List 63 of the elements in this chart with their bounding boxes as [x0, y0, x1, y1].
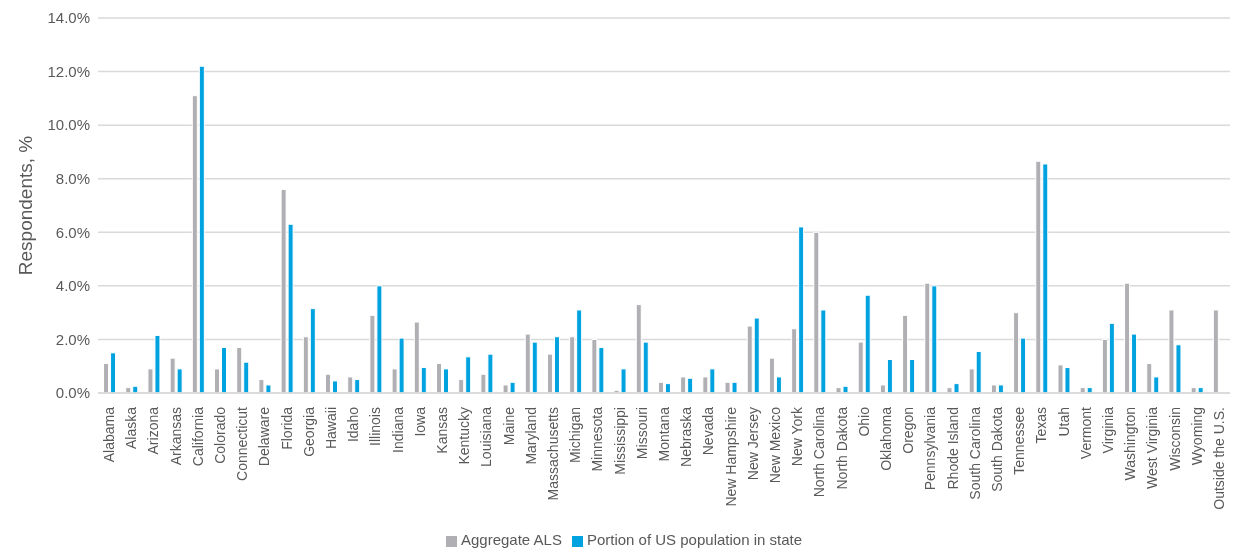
- legend-label: Portion of US population in state: [586, 531, 803, 548]
- x-tick-label: Idaho: [345, 406, 362, 443]
- x-tick-label: Rhode Island: [944, 407, 961, 490]
- x-tick-label: Tennessee: [1011, 406, 1028, 475]
- y-tick-label: 0.0%: [55, 384, 90, 402]
- y-tick-label: 10.0%: [47, 116, 90, 134]
- x-tick-label: Minnesota: [589, 406, 606, 472]
- x-tick-label: Vermont: [1077, 406, 1094, 460]
- x-tick-label: Kentucky: [456, 407, 473, 465]
- x-tick-label: Alaska: [123, 406, 140, 450]
- x-tick-label: New Mexico: [766, 406, 783, 484]
- x-tick-label: West Virginia: [1144, 406, 1161, 489]
- x-tick-label: Georgia: [300, 406, 317, 457]
- x-tick-label: Ohio: [855, 406, 872, 437]
- x-tick-label: Connecticut: [234, 406, 251, 481]
- y-tick-label: 8.0%: [55, 170, 90, 188]
- x-tick-label: Virginia: [1099, 406, 1116, 454]
- legend-label: Aggregate ALS: [460, 531, 562, 548]
- x-tick-label: Iowa: [411, 406, 428, 437]
- bar: [1212, 309, 1219, 393]
- x-tick-label: Nevada: [700, 406, 717, 456]
- x-tick-label: Hawaii: [323, 407, 340, 450]
- x-tick-label: Washington: [1122, 407, 1139, 481]
- x-tick-label: Pennsylvania: [922, 406, 939, 491]
- x-tick-label: Texas: [1033, 407, 1050, 444]
- x-tick-label: South Dakota: [988, 406, 1005, 492]
- x-tick-label: Nebraska: [678, 406, 695, 467]
- x-tick-label: Kansas: [434, 407, 451, 454]
- y-tick-label: 4.0%: [55, 277, 90, 295]
- y-tick-label: 2.0%: [55, 330, 90, 348]
- x-tick-label: New York: [789, 406, 806, 467]
- x-tick-label: Colorado: [212, 406, 229, 464]
- x-tick-label: Oregon: [900, 407, 917, 454]
- x-tick-label: Montana: [656, 406, 672, 462]
- x-tick-label: Wisconsin: [1166, 407, 1183, 471]
- x-tick-label: Indiana: [389, 406, 406, 453]
- x-tick-label: Arkansas: [167, 407, 184, 466]
- x-tick-label: California: [189, 406, 206, 467]
- x-tick-label: Arizona: [145, 406, 162, 455]
- x-tick-label: North Dakota: [833, 406, 850, 490]
- x-tick-label: Alabama: [101, 406, 118, 463]
- y-tick-label: 12.0%: [47, 62, 90, 80]
- x-tick-label: Delaware: [256, 406, 273, 467]
- x-tick-label: Oklahoma: [877, 406, 894, 471]
- x-tick-label: Missouri: [633, 407, 650, 460]
- x-tick-label: Outside the U.S.: [1210, 407, 1227, 510]
- x-tick-label: Florida: [278, 406, 295, 450]
- y-tick-label: 14.0%: [47, 9, 90, 27]
- x-tick-label: North Carolina: [811, 406, 828, 498]
- x-tick-label: Louisiana: [478, 406, 495, 467]
- y-axis-title: Respondents, %: [14, 135, 36, 276]
- x-tick-label: Massachusetts: [545, 407, 562, 501]
- x-tick-label: Illinois: [367, 407, 384, 446]
- x-tick-label: South Carolina: [966, 406, 983, 500]
- x-tick-label: Utah: [1055, 407, 1072, 437]
- x-tick-label: Wyoming: [1188, 407, 1205, 466]
- x-tick-label: Maine: [500, 406, 517, 446]
- x-tick-label: Michigan: [567, 407, 584, 464]
- x-tick-label: New Hampshire: [722, 406, 739, 507]
- x-tick-label: Maryland: [522, 407, 539, 465]
- x-tick-label: New Jersey: [744, 407, 761, 481]
- y-tick-label: 6.0%: [55, 223, 90, 241]
- x-tick-label: Mississippi: [611, 407, 628, 475]
